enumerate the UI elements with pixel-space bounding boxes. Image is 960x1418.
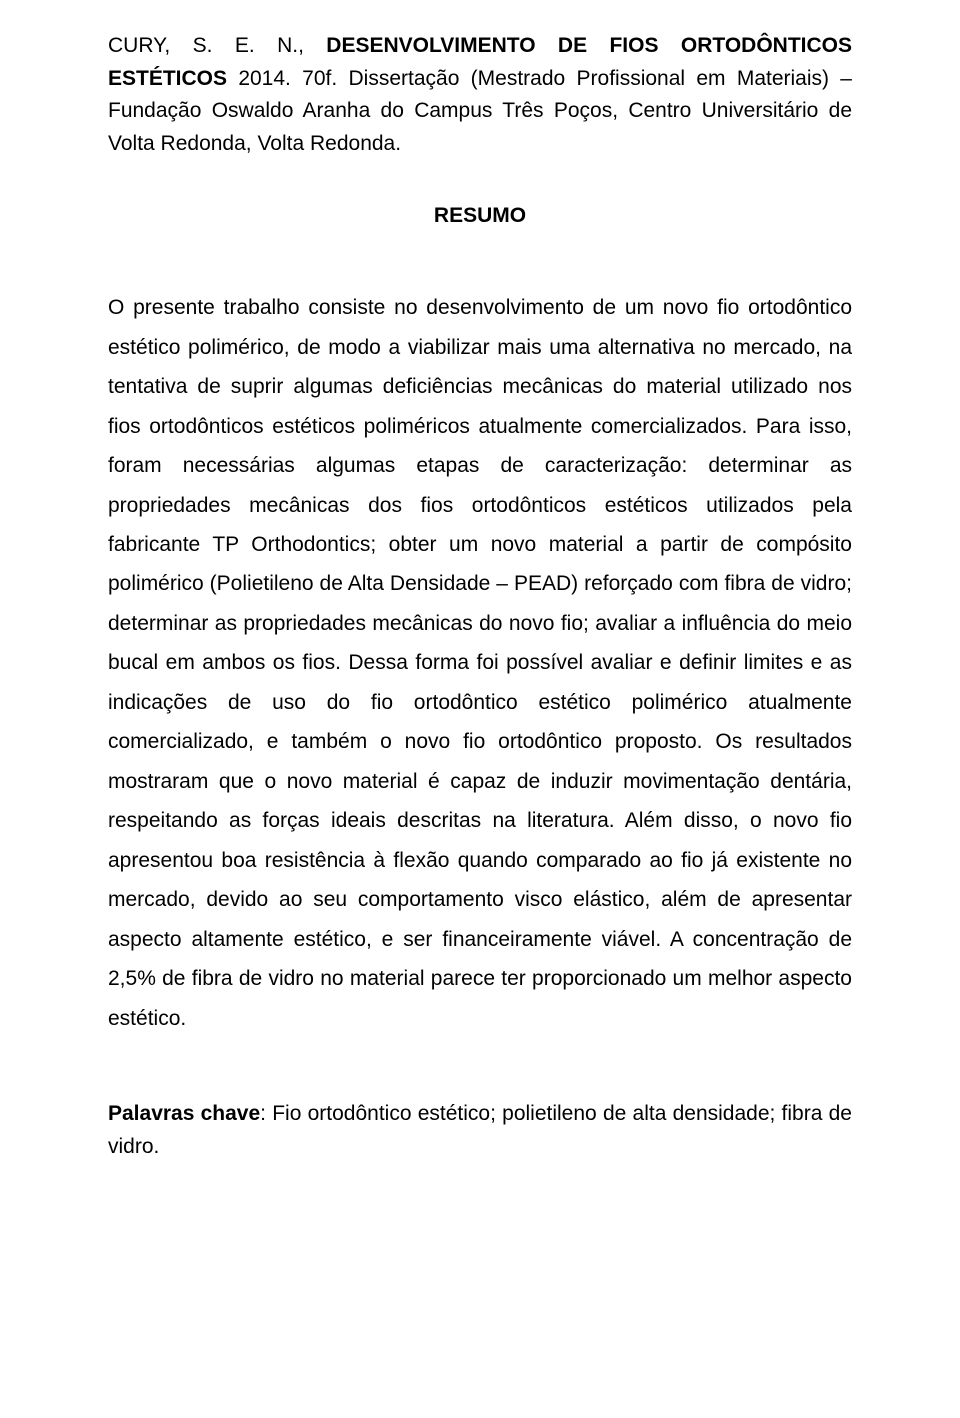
section-title: RESUMO bbox=[108, 204, 852, 228]
keywords-block: Palavras chave: Fio ortodôntico estético… bbox=[108, 1098, 852, 1163]
keywords-label: Palavras chave bbox=[108, 1102, 260, 1125]
citation-block: CURY, S. E. N., DESENVOLVIMENTO DE FIOS … bbox=[108, 30, 852, 160]
citation-author: CURY, S. E. N., bbox=[108, 34, 326, 57]
abstract-body: O presente trabalho consiste no desenvol… bbox=[108, 288, 852, 1038]
